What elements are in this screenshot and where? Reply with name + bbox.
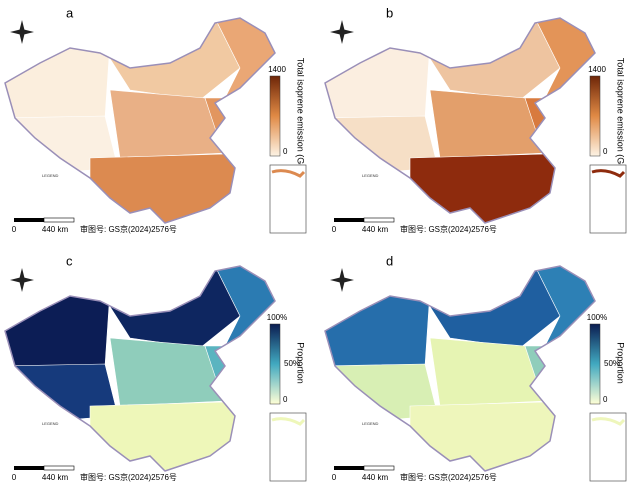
colorbar-bottom-label: 0 — [603, 147, 608, 156]
scale-bar — [14, 218, 44, 222]
colorbar-top-label: 100% — [587, 313, 607, 322]
province-region — [5, 37, 111, 124]
china-map — [5, 266, 275, 471]
colorbar — [269, 323, 281, 405]
panel-label: c — [66, 253, 73, 268]
colorbar — [589, 75, 601, 157]
compass — [330, 20, 354, 44]
colorbar-top-label: 100% — [267, 313, 287, 322]
inset-coast — [271, 417, 306, 426]
china-map — [5, 18, 275, 223]
colorbar-top-label: 1400 — [588, 65, 606, 74]
scale-bar-white — [363, 217, 395, 223]
province-region — [325, 285, 431, 372]
scale-distance: 440 km — [42, 225, 69, 234]
scale-distance: 440 km — [362, 225, 389, 234]
map-panel: d LEGEND 100% 50% 0 Proportion 0 440 km 审图号: GS京… — [324, 253, 627, 482]
colorbar-bottom-label: 0 — [283, 395, 288, 404]
legend-title: LEGEND — [42, 421, 59, 426]
review-number: 审图号: GS京(2024)2576号 — [80, 224, 177, 234]
inset-coast — [591, 417, 626, 426]
map-panel: a LEGEND 1400 0 Total isoprene emission (Gg)… — [4, 5, 307, 234]
colorbar-mid-label: 50% — [284, 359, 300, 368]
colorbar — [589, 323, 601, 405]
colorbar-bottom-label: 0 — [603, 395, 608, 404]
scale-zero: 0 — [12, 473, 17, 482]
province-region — [325, 37, 431, 124]
colorbar — [269, 75, 281, 157]
scale-distance: 440 km — [362, 473, 389, 482]
province-region — [5, 285, 111, 372]
review-number: 审图号: GS京(2024)2576号 — [400, 472, 497, 482]
scale-bar — [334, 218, 364, 222]
china-map — [325, 18, 595, 223]
review-number: 审图号: GS京(2024)2576号 — [80, 472, 177, 482]
compass — [330, 268, 354, 292]
scale-bar — [14, 466, 44, 470]
scale-zero: 0 — [332, 473, 337, 482]
scale-bar-white — [363, 465, 395, 471]
colorbar-title: Total isoprene emission (Gg) — [296, 58, 306, 173]
panel-label: d — [386, 253, 393, 268]
map-panel: c LEGEND 100% 50% 0 Proportion 0 440 km 审图号: GS京… — [4, 253, 307, 482]
scale-zero: 0 — [332, 225, 337, 234]
map-panel: b LEGEND 1400 0 Total isoprene emission (Gg)… — [324, 5, 627, 234]
compass — [10, 20, 34, 44]
scale-distance: 440 km — [42, 473, 69, 482]
inset-coast — [591, 169, 626, 178]
colorbar-title: Proportion — [616, 342, 626, 384]
scale-zero: 0 — [12, 225, 17, 234]
colorbar-top-label: 1400 — [268, 65, 286, 74]
review-number: 审图号: GS京(2024)2576号 — [400, 224, 497, 234]
colorbar-bottom-label: 0 — [283, 147, 288, 156]
china-map — [325, 266, 595, 471]
panel-label: a — [66, 5, 74, 20]
scale-bar-white — [43, 465, 75, 471]
panel-label: b — [386, 5, 393, 20]
colorbar-title: Proportion — [296, 342, 306, 384]
scale-bar-white — [43, 217, 75, 223]
scale-bar — [334, 466, 364, 470]
colorbar-title: Total isoprene emission (Gg) — [616, 58, 626, 173]
legend-title: LEGEND — [42, 173, 59, 178]
inset-coast — [271, 169, 306, 178]
legend-title: LEGEND — [362, 173, 379, 178]
legend-title: LEGEND — [362, 421, 379, 426]
colorbar-mid-label: 50% — [604, 359, 620, 368]
compass — [10, 268, 34, 292]
